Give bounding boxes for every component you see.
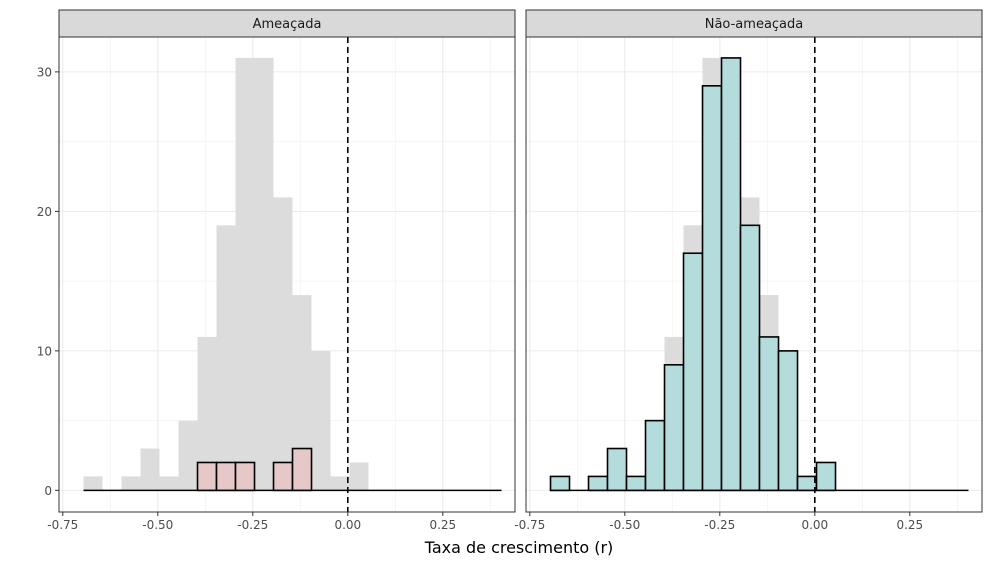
x-tick-label: 0.25 <box>896 518 923 532</box>
panel-2: Não-ameaçada -0.75 -0.50 -0.25 0.00 0.25 <box>514 9 983 532</box>
histogram-bar <box>796 475 818 492</box>
histogram-bar <box>215 461 237 492</box>
background-bar <box>330 476 350 491</box>
background-bar <box>197 336 217 491</box>
histogram-bar <box>701 85 723 492</box>
panel-border <box>58 36 516 513</box>
x-tick-label: -0.75 <box>514 518 545 532</box>
histogram-bar <box>291 447 313 492</box>
x-tick-label: -0.25 <box>237 518 268 532</box>
y-tick-label: 20 <box>37 205 52 219</box>
histogram-bar <box>625 475 647 492</box>
histogram-bar <box>663 364 685 492</box>
background-bar <box>235 57 255 491</box>
background-bar <box>254 57 274 491</box>
facet-strip <box>58 9 516 38</box>
histogram-bar <box>549 475 571 492</box>
background-bar <box>273 197 293 491</box>
histogram-bar <box>815 461 837 492</box>
histogram-bar <box>272 461 294 492</box>
background-bar <box>83 476 103 491</box>
x-tick-label: -0.50 <box>609 518 640 532</box>
panel-border <box>525 36 983 513</box>
histogram-bar <box>587 475 609 492</box>
background-bar <box>292 295 312 491</box>
x-tick-label: 0.00 <box>334 518 361 532</box>
x-tick-label: 0.00 <box>801 518 828 532</box>
background-bar <box>311 350 331 491</box>
x-tick-label: -0.75 <box>47 518 78 532</box>
histogram-bar <box>758 336 780 492</box>
y-tick-label: 30 <box>37 65 52 79</box>
x-axis-title: Taxa de crescimento (r) <box>424 538 614 557</box>
background-bar <box>159 476 179 491</box>
histogram-bar <box>777 350 799 492</box>
background-bar <box>121 476 141 491</box>
facet-strip-label: Ameaçada <box>253 17 322 32</box>
histogram-bar <box>720 57 742 492</box>
x-tick-label: -0.25 <box>704 518 735 532</box>
background-bar <box>349 462 369 491</box>
histogram-bar <box>644 419 666 492</box>
histogram-bar <box>682 252 704 492</box>
background-bar <box>140 448 160 491</box>
histogram-bar <box>739 224 761 492</box>
facet-strip-label: Não-ameaçada <box>705 17 804 32</box>
background-bar <box>216 225 236 491</box>
panel-1: Ameaçada -0.75 -0.50 -0.25 0.00 0.25 0 10 20 30 <box>37 9 516 532</box>
facet-strip <box>525 9 983 38</box>
histogram-bar <box>234 461 256 492</box>
panels-layer: Ameaçada -0.75 -0.50 -0.25 0.00 0.25 0 10 20 30 Nã… <box>37 9 983 532</box>
y-tick-label: 0 <box>44 484 52 498</box>
histogram-bar <box>606 447 628 492</box>
y-tick-label: 10 <box>37 344 52 358</box>
x-tick-label: 0.25 <box>429 518 456 532</box>
background-bar <box>178 420 198 491</box>
histogram-bar <box>196 461 218 492</box>
x-tick-label: -0.50 <box>142 518 173 532</box>
